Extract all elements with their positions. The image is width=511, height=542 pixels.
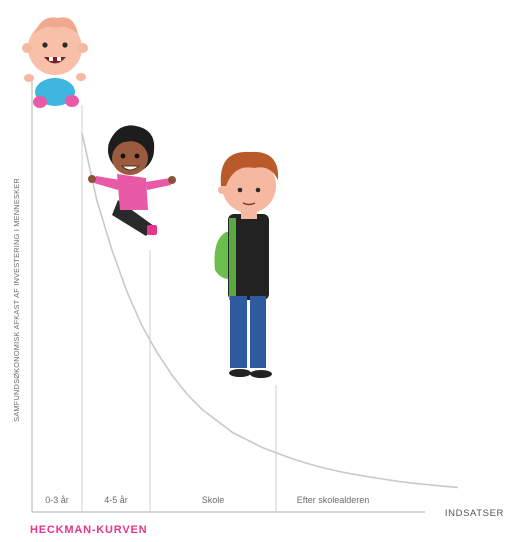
y-axis-label: SAMFUNDSØKONOMISK AFKAST AF INVESTERING … xyxy=(12,178,21,422)
category-label-skole: Skole xyxy=(202,495,225,505)
chart-title: HECKMAN-KURVEN xyxy=(30,524,148,536)
baby-figure xyxy=(22,17,88,108)
boy-figure xyxy=(214,151,279,378)
category-label-efter: Efter skolealderen xyxy=(297,495,370,505)
x-axis-label: INDSATSER xyxy=(445,508,504,519)
heckman-curve xyxy=(81,132,459,489)
girl-figure xyxy=(88,125,176,236)
category-label-0-3: 0-3 år xyxy=(45,495,69,505)
category-label-4-5: 4-5 år xyxy=(104,495,128,505)
